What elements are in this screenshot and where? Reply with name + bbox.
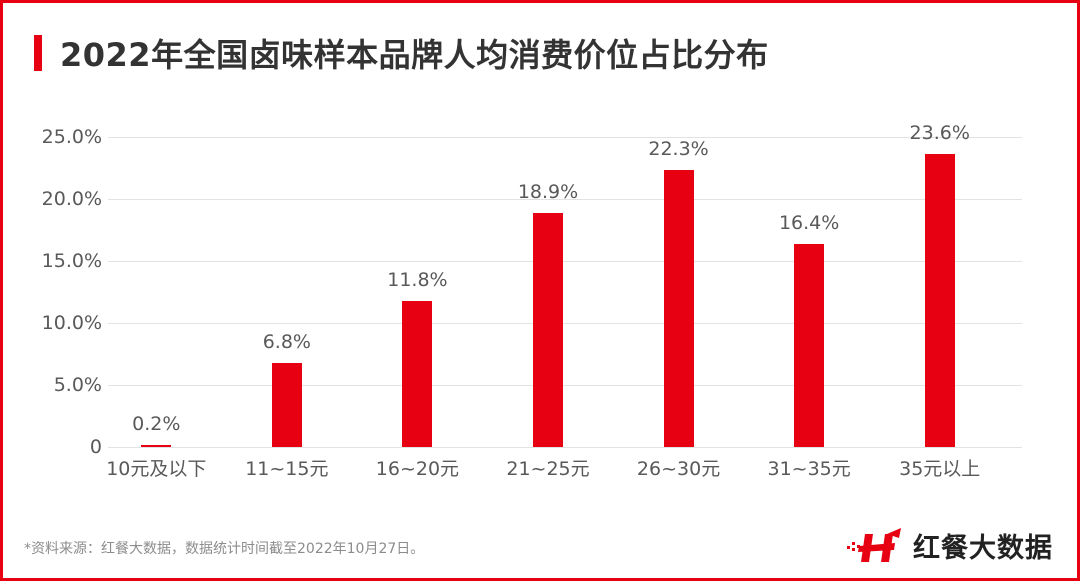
x-category-label: 11~15元 [245, 458, 329, 480]
y-tick-label: 15.0% [41, 250, 102, 272]
chart-title: 2022年全国卤味样本品牌人均消费价位占比分布 [60, 36, 769, 74]
plot-area: 0.2% 6.8% 11.8% 18.9% 22.3% 16.4% 23.6% [108, 122, 1022, 448]
bar [663, 170, 694, 447]
gridline [108, 137, 1022, 138]
bar-value-label: 6.8% [262, 330, 311, 353]
x-category-label: 16~20元 [375, 458, 460, 480]
x-category-label: 21~25元 [506, 458, 590, 480]
gridline [108, 385, 1022, 386]
brand-logo-text: 红餐大数据 [913, 532, 1053, 564]
bar [533, 212, 563, 447]
y-tick-label: 5.0% [53, 374, 102, 396]
bar [924, 154, 955, 447]
bar-value-label: 23.6% [909, 122, 970, 145]
title-accent-bar [34, 35, 42, 71]
gridline [108, 261, 1022, 262]
bar [402, 300, 433, 447]
y-tick-label: 20.0% [41, 188, 102, 210]
bar-value-label: 0.2% [132, 412, 181, 435]
x-category-label: 35元以上 [899, 458, 981, 480]
bar [141, 444, 172, 447]
x-category-label: 31~35元 [767, 458, 851, 480]
source-footnote: *资料来源：红餐大数据，数据统计时间截至2022年10月27日。 [24, 541, 425, 557]
y-tick-label: 10.0% [41, 312, 102, 334]
gridline [108, 323, 1022, 324]
brand-h-logo-icon [847, 528, 901, 562]
y-tick-label: 25.0% [41, 126, 102, 148]
bar-value-label: 11.8% [387, 268, 448, 291]
gridline [108, 199, 1022, 200]
x-category-label: 10元及以下 [106, 458, 207, 480]
y-tick-label: 0 [89, 436, 102, 458]
bar [794, 243, 825, 447]
brand-logo: 红餐大数据 [845, 525, 1053, 565]
bar-value-label: 22.3% [648, 138, 709, 161]
bar-value-label: 18.9% [517, 180, 579, 203]
x-category-label: 26~30元 [636, 458, 721, 480]
bar [271, 362, 302, 447]
gridline [108, 447, 1022, 448]
bar-value-label: 16.4% [778, 211, 840, 234]
